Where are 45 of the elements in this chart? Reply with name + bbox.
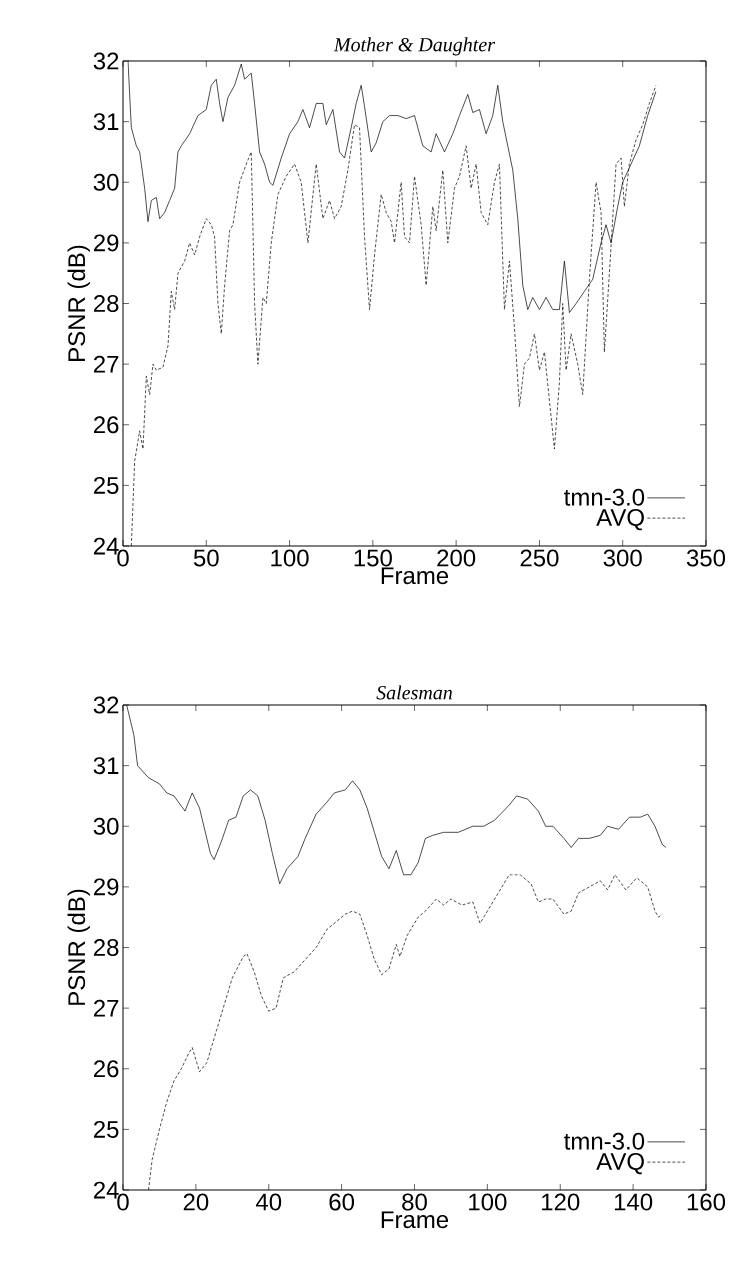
x-tick-label: 160	[687, 1193, 726, 1211]
y-tick-label: 28	[93, 295, 119, 313]
chart-title: Mother & Daughter	[333, 37, 496, 56]
x-tick-label: 300	[603, 549, 642, 567]
legend-label: tmn-3.0	[564, 488, 645, 506]
y-tick-label: 24	[93, 1181, 119, 1199]
y-axis-title: PSNR (dB)	[67, 245, 90, 361]
y-tick-label: 25	[93, 1120, 119, 1138]
y-axis-title: PSNR (dB)	[67, 889, 90, 1005]
x-axis-title: Frame	[381, 567, 449, 585]
y-tick-label: 26	[93, 416, 119, 434]
legend-label: tmn-3.0	[564, 1132, 645, 1150]
x-tick-label: 140	[614, 1193, 653, 1211]
x-tick-label: 80	[402, 1193, 427, 1211]
y-tick-label: 31	[93, 757, 119, 775]
x-tick-label: 100	[469, 1193, 507, 1211]
x-axis-title: Frame	[381, 1211, 449, 1229]
y-tick-label: 30	[93, 817, 119, 835]
y-tick-label: 32	[93, 696, 119, 714]
legend-label: AVQ	[596, 509, 644, 531]
x-tick-label: 150	[354, 549, 392, 567]
x-tick-label: 350	[686, 549, 726, 567]
y-tick-label: 32	[93, 52, 119, 70]
y-tick-label: 29	[93, 878, 119, 896]
x-tick-label: 40	[255, 1193, 282, 1211]
y-tick-label: 30	[93, 173, 119, 191]
x-tick-label: 250	[520, 549, 559, 567]
x-tick-label: 200	[437, 549, 476, 567]
x-tick-label: 120	[542, 1193, 580, 1211]
y-tick-label: 25	[93, 476, 119, 494]
chart-title: Salesman	[376, 685, 452, 700]
x-tick-label: 50	[193, 549, 219, 567]
x-tick-label: 0	[117, 549, 129, 567]
x-tick-label: 0	[117, 1193, 129, 1211]
y-tick-label: 29	[93, 234, 119, 252]
y-tick-label: 31	[93, 113, 119, 131]
legend-label: AVQ	[596, 1153, 644, 1175]
y-tick-label: 27	[93, 355, 119, 373]
x-tick-label: 100	[271, 549, 309, 567]
y-tick-label: 28	[93, 939, 119, 956]
y-tick-label: 27	[93, 999, 119, 1017]
x-tick-label: 20	[183, 1193, 209, 1211]
y-tick-label: 26	[93, 1060, 119, 1078]
y-tick-label: 24	[93, 537, 119, 555]
x-tick-label: 60	[329, 1193, 355, 1211]
